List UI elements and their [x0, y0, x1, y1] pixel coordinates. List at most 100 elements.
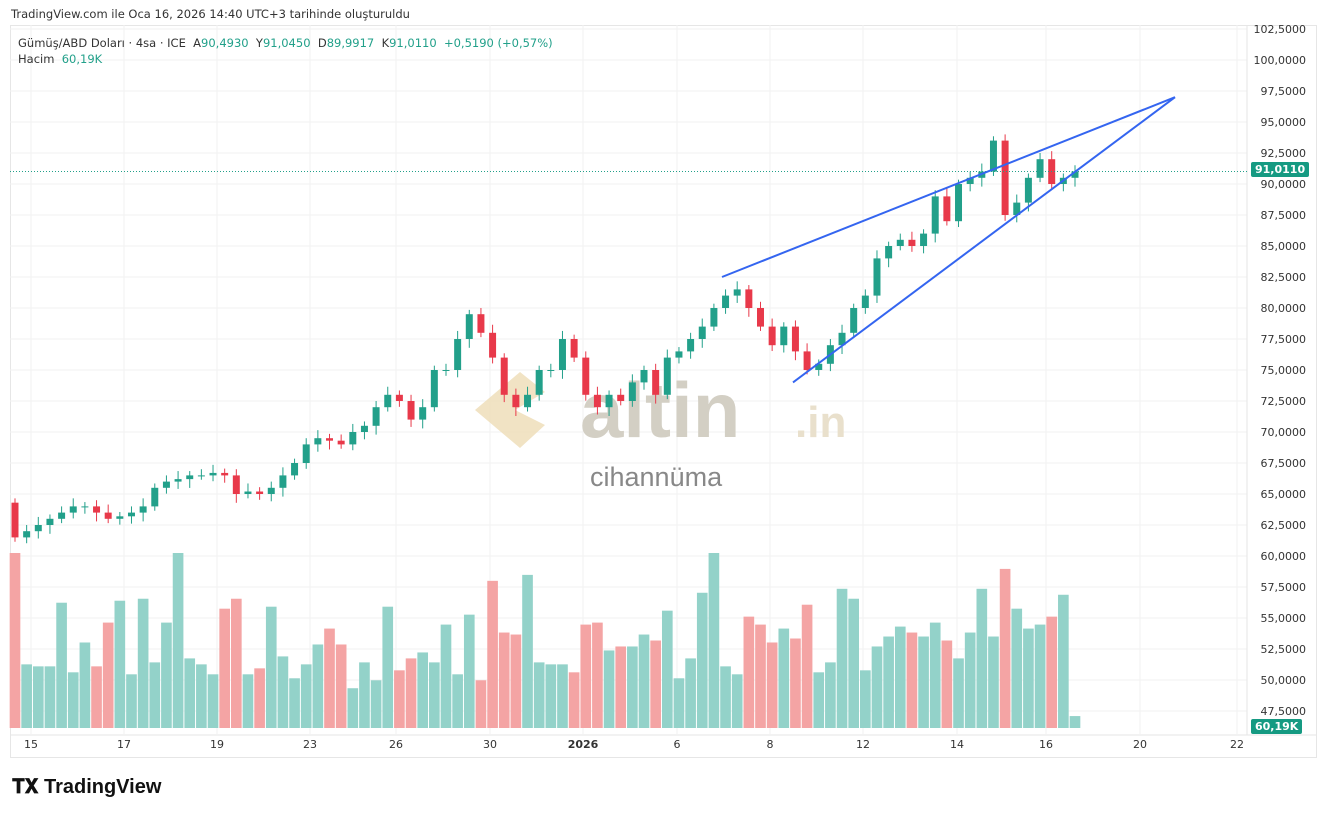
candle-body [372, 407, 380, 426]
candle-body [617, 394, 625, 401]
candle-body [489, 332, 497, 358]
y-tick-label: 72,5000 [1261, 395, 1307, 408]
tradingview-logo[interactable]: 𝐓𝐗 TradingView [12, 776, 161, 799]
candle-body [314, 438, 322, 445]
volume-bar [463, 614, 475, 728]
volume-bar [918, 636, 929, 728]
volume-bar [1069, 716, 1081, 728]
y-tick-label: 67,5000 [1261, 457, 1307, 470]
candle-body [885, 246, 893, 259]
volume-bar [487, 580, 498, 728]
volume-bar [32, 666, 44, 728]
candle-body [162, 481, 170, 488]
volume-bar [207, 674, 219, 728]
candle-body [465, 314, 473, 339]
volume-bar [848, 598, 860, 728]
volume-bar [67, 672, 79, 728]
volume-bar [731, 674, 743, 728]
volume-bar [114, 600, 126, 728]
volume-bar [801, 604, 813, 728]
volume-bar [394, 670, 405, 728]
x-tick-label: 12 [856, 738, 870, 751]
volume-bar [475, 680, 487, 728]
close-label: K [381, 36, 390, 50]
x-tick-label: 6 [674, 738, 681, 751]
volume-bar [685, 658, 696, 728]
volume-bar [126, 674, 137, 728]
change-value: +0,5190 (+0,57%) [443, 36, 553, 50]
x-tick-label: 17 [117, 738, 131, 751]
volume-bar [370, 680, 382, 728]
last-price-tag: 91,0110 [1251, 162, 1310, 177]
low-value: 89,9917 [326, 36, 375, 50]
volume-bar [778, 628, 790, 728]
volume-bar [522, 574, 533, 728]
volume-bar [661, 610, 673, 728]
volume-bar [230, 598, 242, 728]
candle-body [197, 475, 205, 477]
candle-body [1001, 140, 1009, 215]
x-tick-label: 2026 [568, 738, 599, 751]
candle-body [931, 196, 939, 234]
x-tick-label: 8 [767, 738, 774, 751]
candle-body [652, 370, 660, 395]
volume-bar [580, 624, 592, 728]
x-tick-label: 14 [950, 738, 964, 751]
x-tick-label: 16 [1039, 738, 1053, 751]
candle-body [710, 308, 718, 327]
candle-body [873, 258, 881, 296]
volume-bar [452, 674, 463, 728]
candle-body [920, 233, 928, 246]
candle-body [267, 487, 275, 494]
chart-frame [10, 25, 1317, 758]
volume-bar [347, 688, 359, 728]
trendline-upper [721, 96, 1176, 278]
chart-legend: Gümüş/ABD Doları · 4sa · ICE A90,4930 Y9… [18, 35, 553, 67]
volume-value: 60,19K [61, 52, 103, 66]
volume-bar [254, 668, 265, 728]
y-tick-label: 95,0000 [1261, 116, 1307, 129]
y-tick-label: 57,5000 [1261, 581, 1307, 594]
volume-bar [1046, 616, 1058, 728]
candle-body [139, 506, 147, 513]
tradingview-logo-icon: 𝐓𝐗 [12, 776, 39, 798]
volume-bar [673, 678, 685, 728]
candle-body [628, 382, 636, 401]
candle-body [640, 370, 648, 383]
volume-bar [813, 672, 825, 728]
volume-bar [161, 622, 172, 728]
watermark-brand: altin [580, 366, 740, 454]
symbol-label: Gümüş/ABD Doları · 4sa · ICE [18, 36, 186, 50]
x-tick-label: 26 [389, 738, 403, 751]
candle-body [1036, 159, 1044, 178]
volume-bar [953, 658, 964, 728]
volume-bar [79, 642, 91, 728]
volume-bar [312, 644, 324, 728]
candle-body [116, 516, 124, 519]
open-label: A [193, 36, 202, 50]
candle-body [535, 370, 543, 395]
candle-body [93, 506, 101, 513]
candle-body [512, 394, 520, 408]
volume-bar [790, 638, 801, 728]
candle-body [757, 308, 764, 327]
trendline-lower [792, 96, 1176, 384]
volume-bar [1058, 594, 1069, 728]
watermark-logo-icon [475, 372, 545, 448]
volume-bar [533, 662, 545, 728]
volume-bar [324, 628, 335, 728]
volume-label: Hacim [18, 52, 55, 66]
y-tick-label: 52,5000 [1261, 643, 1307, 656]
candle-body [547, 370, 555, 371]
volume-bar [941, 640, 953, 728]
candle-body [442, 370, 450, 371]
candle-body [803, 351, 811, 370]
y-tick-label: 50,0000 [1261, 674, 1307, 687]
volume-bar [265, 606, 277, 728]
candle-body [69, 506, 77, 513]
candle-body [675, 351, 683, 358]
volume-bar [743, 616, 755, 728]
volume-bar [615, 646, 627, 728]
volume-bar [498, 632, 510, 728]
